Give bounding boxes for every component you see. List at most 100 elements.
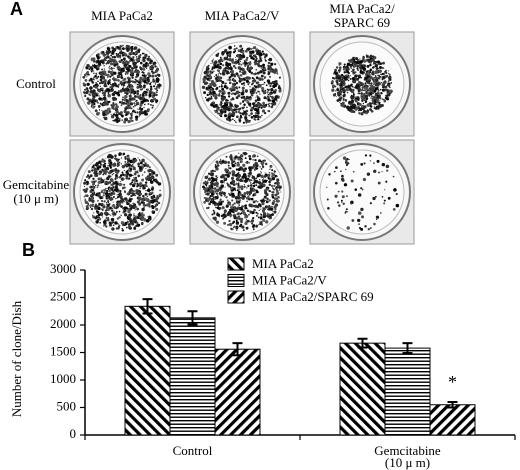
- colony: [252, 217, 255, 220]
- colony: [250, 114, 252, 116]
- colony: [377, 108, 379, 110]
- colony: [100, 88, 102, 90]
- colony: [266, 212, 269, 214]
- colony: [254, 61, 258, 65]
- colony: [217, 73, 219, 75]
- colony: [121, 164, 126, 169]
- colony: [331, 82, 334, 85]
- colony: [242, 163, 246, 167]
- colony: [142, 68, 146, 71]
- colony: [271, 169, 274, 172]
- colony: [136, 216, 140, 220]
- colony: [245, 226, 249, 230]
- colony: [270, 165, 273, 168]
- colony: [239, 78, 244, 82]
- colony: [216, 162, 219, 165]
- colony: [215, 196, 219, 200]
- colony: [232, 228, 234, 230]
- colony: [249, 182, 252, 184]
- colony: [245, 59, 248, 61]
- colony: [122, 187, 124, 190]
- colony: [133, 226, 137, 230]
- colony: [142, 214, 145, 217]
- colony: [248, 166, 252, 170]
- colony: [365, 81, 368, 83]
- colony: [240, 217, 244, 221]
- colony: [210, 96, 213, 98]
- colony: [153, 97, 157, 101]
- colony: [233, 108, 237, 112]
- colony: [219, 73, 222, 75]
- colony: [268, 92, 272, 96]
- colony: [132, 90, 134, 93]
- legend-swatch: [227, 274, 245, 287]
- colony: [132, 56, 135, 59]
- colony: [262, 101, 265, 105]
- colony: [230, 227, 233, 230]
- colony: [228, 112, 232, 116]
- colony: [95, 94, 99, 97]
- colony: [127, 209, 131, 214]
- colony: [342, 94, 346, 97]
- colony: [239, 178, 243, 182]
- panel-label: A: [10, 0, 23, 19]
- colony: [93, 190, 95, 192]
- colony: [87, 203, 90, 206]
- colony: [112, 48, 117, 52]
- colony: [366, 82, 368, 84]
- colony: [109, 68, 111, 70]
- colony: [87, 170, 91, 174]
- colony: [97, 53, 100, 56]
- colony: [152, 79, 156, 83]
- colony: [114, 97, 118, 101]
- colony: [230, 192, 235, 197]
- colony: [120, 104, 123, 107]
- colony: [145, 67, 148, 70]
- colony: [372, 55, 375, 58]
- colony: [346, 226, 350, 230]
- colony: [122, 79, 125, 82]
- colony: [334, 194, 338, 198]
- colony: [215, 76, 219, 80]
- colony: [112, 204, 116, 208]
- colony: [344, 85, 346, 87]
- colony: [101, 208, 104, 211]
- colony: [382, 81, 386, 84]
- colony: [244, 204, 247, 207]
- colony: [248, 62, 252, 65]
- colony: [225, 109, 227, 111]
- colony: [152, 104, 154, 107]
- colony: [265, 54, 268, 57]
- colony: [107, 76, 109, 78]
- colony: [95, 81, 97, 84]
- colony: [204, 70, 208, 74]
- colony: [259, 221, 261, 223]
- colony: [155, 207, 159, 211]
- colony: [346, 211, 349, 213]
- colony: [138, 79, 140, 81]
- colony: [141, 52, 144, 55]
- colony: [214, 164, 217, 166]
- colony: [268, 180, 271, 184]
- colony: [104, 209, 107, 212]
- colony: [237, 157, 241, 161]
- colony: [116, 65, 121, 70]
- x-tick-label: Gemcitabine (10 μ m): [374, 443, 441, 470]
- colony: [340, 199, 343, 202]
- colony: [252, 228, 255, 231]
- colony: [108, 192, 111, 196]
- colony: [248, 154, 252, 158]
- colony: [373, 83, 375, 85]
- colony: [149, 215, 151, 218]
- colony: [237, 161, 239, 164]
- colony: [127, 114, 129, 116]
- colony: [142, 194, 145, 198]
- colony: [331, 80, 333, 82]
- colony: [144, 53, 148, 58]
- colony: [258, 55, 262, 59]
- colony: [92, 185, 96, 189]
- colony: [382, 61, 385, 65]
- colony: [370, 82, 373, 85]
- colony: [341, 75, 344, 78]
- colony: [209, 70, 211, 72]
